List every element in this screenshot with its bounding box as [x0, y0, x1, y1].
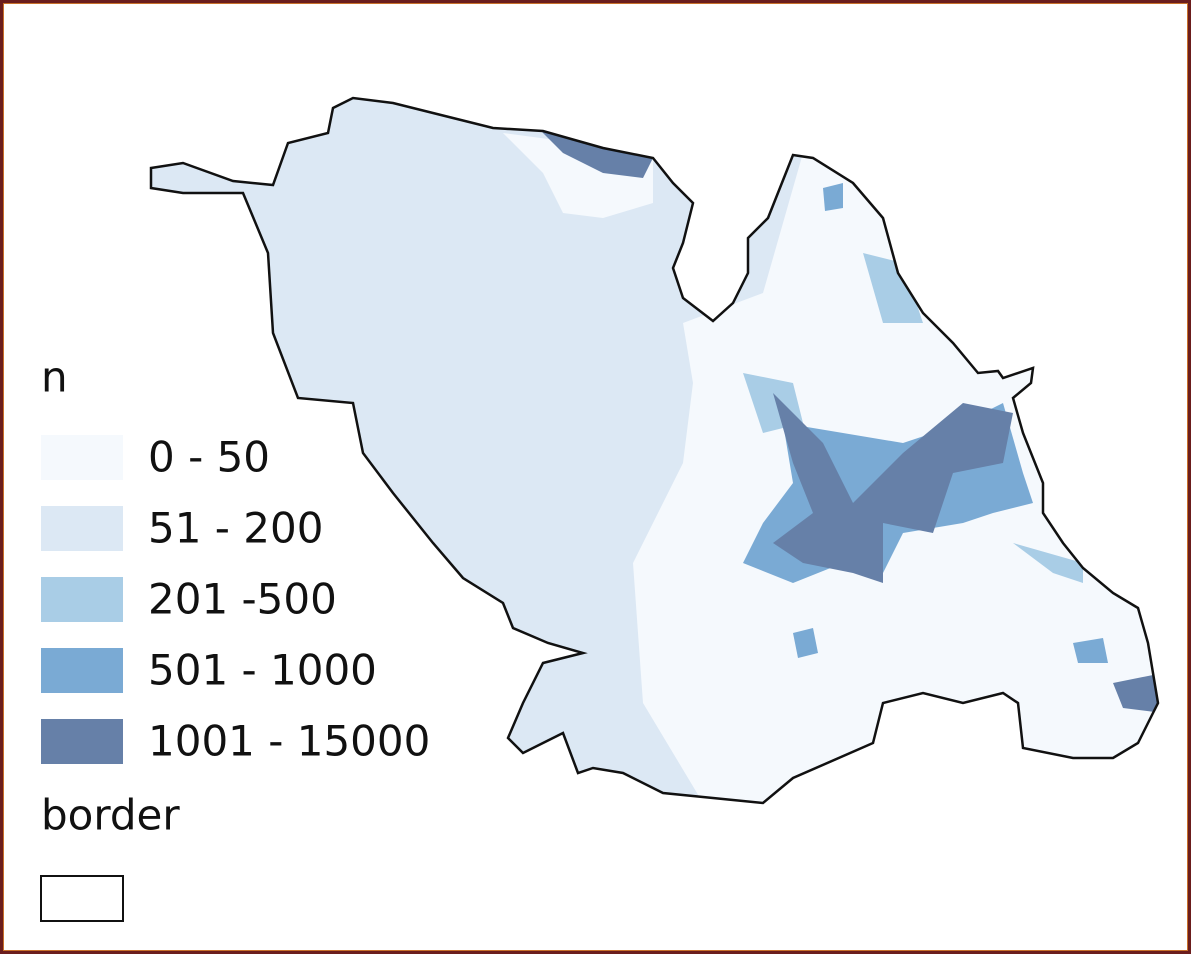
border-outline	[149, 96, 1160, 805]
legend: 0 - 50 51 - 200 201 -500 501 - 1000 1001 - 1…	[41, 433, 430, 766]
legend-label: 501 - 1000	[148, 646, 377, 695]
legend-label: 1001 - 15000	[148, 717, 430, 766]
region	[863, 253, 923, 323]
region	[1113, 673, 1158, 713]
region	[538, 128, 653, 178]
legend-label: 0 - 50	[148, 433, 270, 482]
legend-label: 201 -500	[148, 575, 337, 624]
legend-swatch	[41, 719, 123, 764]
region	[793, 628, 818, 658]
region	[823, 183, 843, 211]
legend-label: 51 - 200	[148, 504, 323, 553]
legend-swatch	[41, 577, 123, 622]
legend-swatch	[40, 875, 124, 922]
legend-swatch	[41, 506, 123, 551]
region	[1073, 638, 1108, 663]
region	[773, 393, 1013, 583]
map: n 0 - 50 51 - 200 201 -500 501 - 1000 1001 -…	[40, 96, 1160, 922]
region	[1013, 543, 1083, 583]
legend-title: border	[41, 791, 180, 840]
legend-title: n	[41, 353, 68, 402]
legend-swatch	[41, 648, 123, 693]
legend-swatch	[41, 435, 123, 480]
